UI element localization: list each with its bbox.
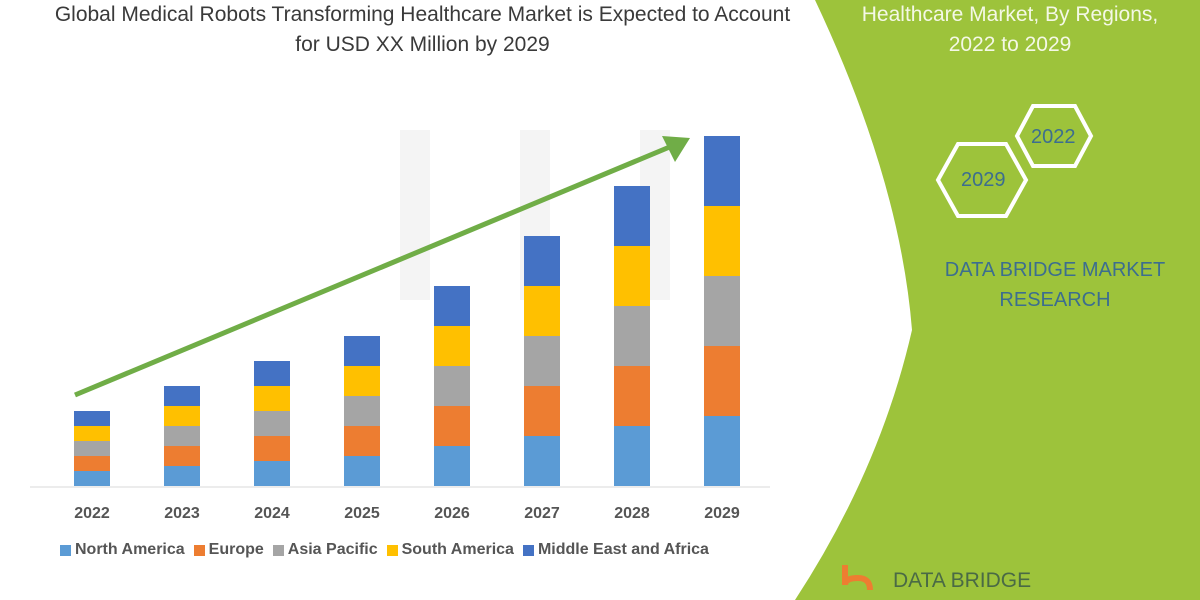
x-tick-label: 2029: [704, 505, 740, 522]
brand-text: DATA BRIDGE MARKET RESEARCH: [905, 255, 1200, 315]
brand-line2: RESEARCH: [999, 289, 1111, 311]
legend-item: South America: [386, 540, 514, 560]
bar-segment-2024-middle-east-and-africa: [254, 361, 290, 386]
bar-segment-2022-south-america: [74, 426, 110, 441]
bar-segment-2028-europe: [614, 366, 650, 426]
hexagon-2029: [935, 142, 1029, 218]
bar-segment-2026-middle-east-and-africa: [434, 286, 470, 326]
x-tick-label: 2027: [524, 505, 560, 522]
bar-segment-2025-asia-pacific: [344, 396, 380, 426]
legend-item: Middle East and Africa: [522, 540, 709, 560]
bar-segment-2028-south-america: [614, 246, 650, 306]
legend-item: Asia Pacific: [272, 540, 378, 560]
legend-label: Asia Pacific: [287, 541, 378, 558]
hex-label-2022: 2022: [1031, 126, 1076, 148]
x-tick-label: 2026: [434, 505, 470, 522]
bar-segment-2022-europe: [74, 456, 110, 471]
bar-segment-2024-south-america: [254, 386, 290, 411]
x-tick-label: 2023: [164, 505, 200, 522]
bar-segment-2023-south-america: [164, 406, 200, 426]
bar-segment-2027-south-america: [524, 286, 560, 336]
legend-swatch: [193, 544, 205, 556]
bar-segment-2027-north-america: [524, 436, 560, 486]
bar-segment-2029-europe: [704, 346, 740, 416]
bar-segment-2023-north-america: [164, 466, 200, 486]
x-tick-label: 2024: [254, 505, 290, 522]
legend-label: Europe: [208, 541, 264, 558]
bar-segment-2024-north-america: [254, 461, 290, 486]
trend-arrow-line: [74, 143, 673, 398]
legend-item: Europe: [193, 540, 264, 560]
chart-title: Global Medical Robots Transforming Healt…: [54, 3, 791, 56]
side-title-line2: 2022 to 2029: [948, 33, 1072, 56]
bar-segment-2022-middle-east-and-africa: [74, 411, 110, 426]
legend-swatch: [522, 544, 534, 556]
hexagon-2022: [1014, 104, 1094, 168]
bar-segment-2028-north-america: [614, 426, 650, 486]
legend-item: North America: [60, 540, 185, 560]
bar-segment-2027-europe: [524, 386, 560, 436]
logo-icon: [842, 565, 873, 591]
logo-text: DATA BRIDGE: [893, 569, 1032, 592]
bar-segment-2024-europe: [254, 436, 290, 461]
bar-segment-2025-europe: [344, 426, 380, 456]
bar-segment-2028-middle-east-and-africa: [614, 186, 650, 246]
bar-segment-2026-south-america: [434, 326, 470, 366]
bar-segment-2027-asia-pacific: [524, 336, 560, 386]
x-tick-label: 2025: [344, 505, 380, 522]
green-panel: [795, 0, 1200, 600]
bar-segment-2025-north-america: [344, 456, 380, 486]
x-tick-label: 2022: [74, 505, 110, 522]
bar-segment-2029-south-america: [704, 206, 740, 276]
bar-segment-2028-asia-pacific: [614, 306, 650, 366]
bar-segment-2022-asia-pacific: [74, 441, 110, 456]
legend-swatch: [386, 544, 398, 556]
bar-segment-2029-middle-east-and-africa: [704, 136, 740, 206]
legend-label: Middle East and Africa: [537, 541, 709, 558]
bar-segment-2027-middle-east-and-africa: [524, 236, 560, 286]
stacked-bar-chart: 2022 2023 2024 2025 2026 2027 2028 2029: [30, 136, 770, 522]
bar-segment-2025-middle-east-and-africa: [344, 336, 380, 366]
bar-segment-2026-europe: [434, 406, 470, 446]
bar-segment-2023-europe: [164, 446, 200, 466]
bar-segment-2025-south-america: [344, 366, 380, 396]
hex-label-2029: 2029: [961, 169, 1006, 191]
legend-swatch: [60, 544, 71, 556]
legend-label: North America: [75, 541, 185, 558]
bar-segment-2023-asia-pacific: [164, 426, 200, 446]
brand-line1: DATA BRIDGE MARKET: [944, 259, 1166, 281]
bar-segment-2023-middle-east-and-africa: [164, 386, 200, 406]
trend-arrow-head-icon: [662, 136, 690, 162]
x-tick-label: 2028: [614, 505, 650, 522]
side-title: Healthcare Market, By Regions, 2022 to 2…: [820, 0, 1200, 60]
bar-segment-2026-north-america: [434, 446, 470, 486]
bar-segment-2022-north-america: [74, 471, 110, 486]
bar-segment-2029-asia-pacific: [704, 276, 740, 346]
watermark-block: [400, 130, 430, 300]
legend-swatch: [272, 544, 284, 556]
bar-segment-2024-asia-pacific: [254, 411, 290, 436]
bar-segment-2026-asia-pacific: [434, 366, 470, 406]
bar-segment-2029-north-america: [704, 416, 740, 486]
legend: North America Europe Asia Pacific South Ame…: [60, 540, 709, 560]
legend-label: South America: [401, 541, 514, 558]
side-title-line1: Healthcare Market, By Regions,: [861, 3, 1159, 26]
